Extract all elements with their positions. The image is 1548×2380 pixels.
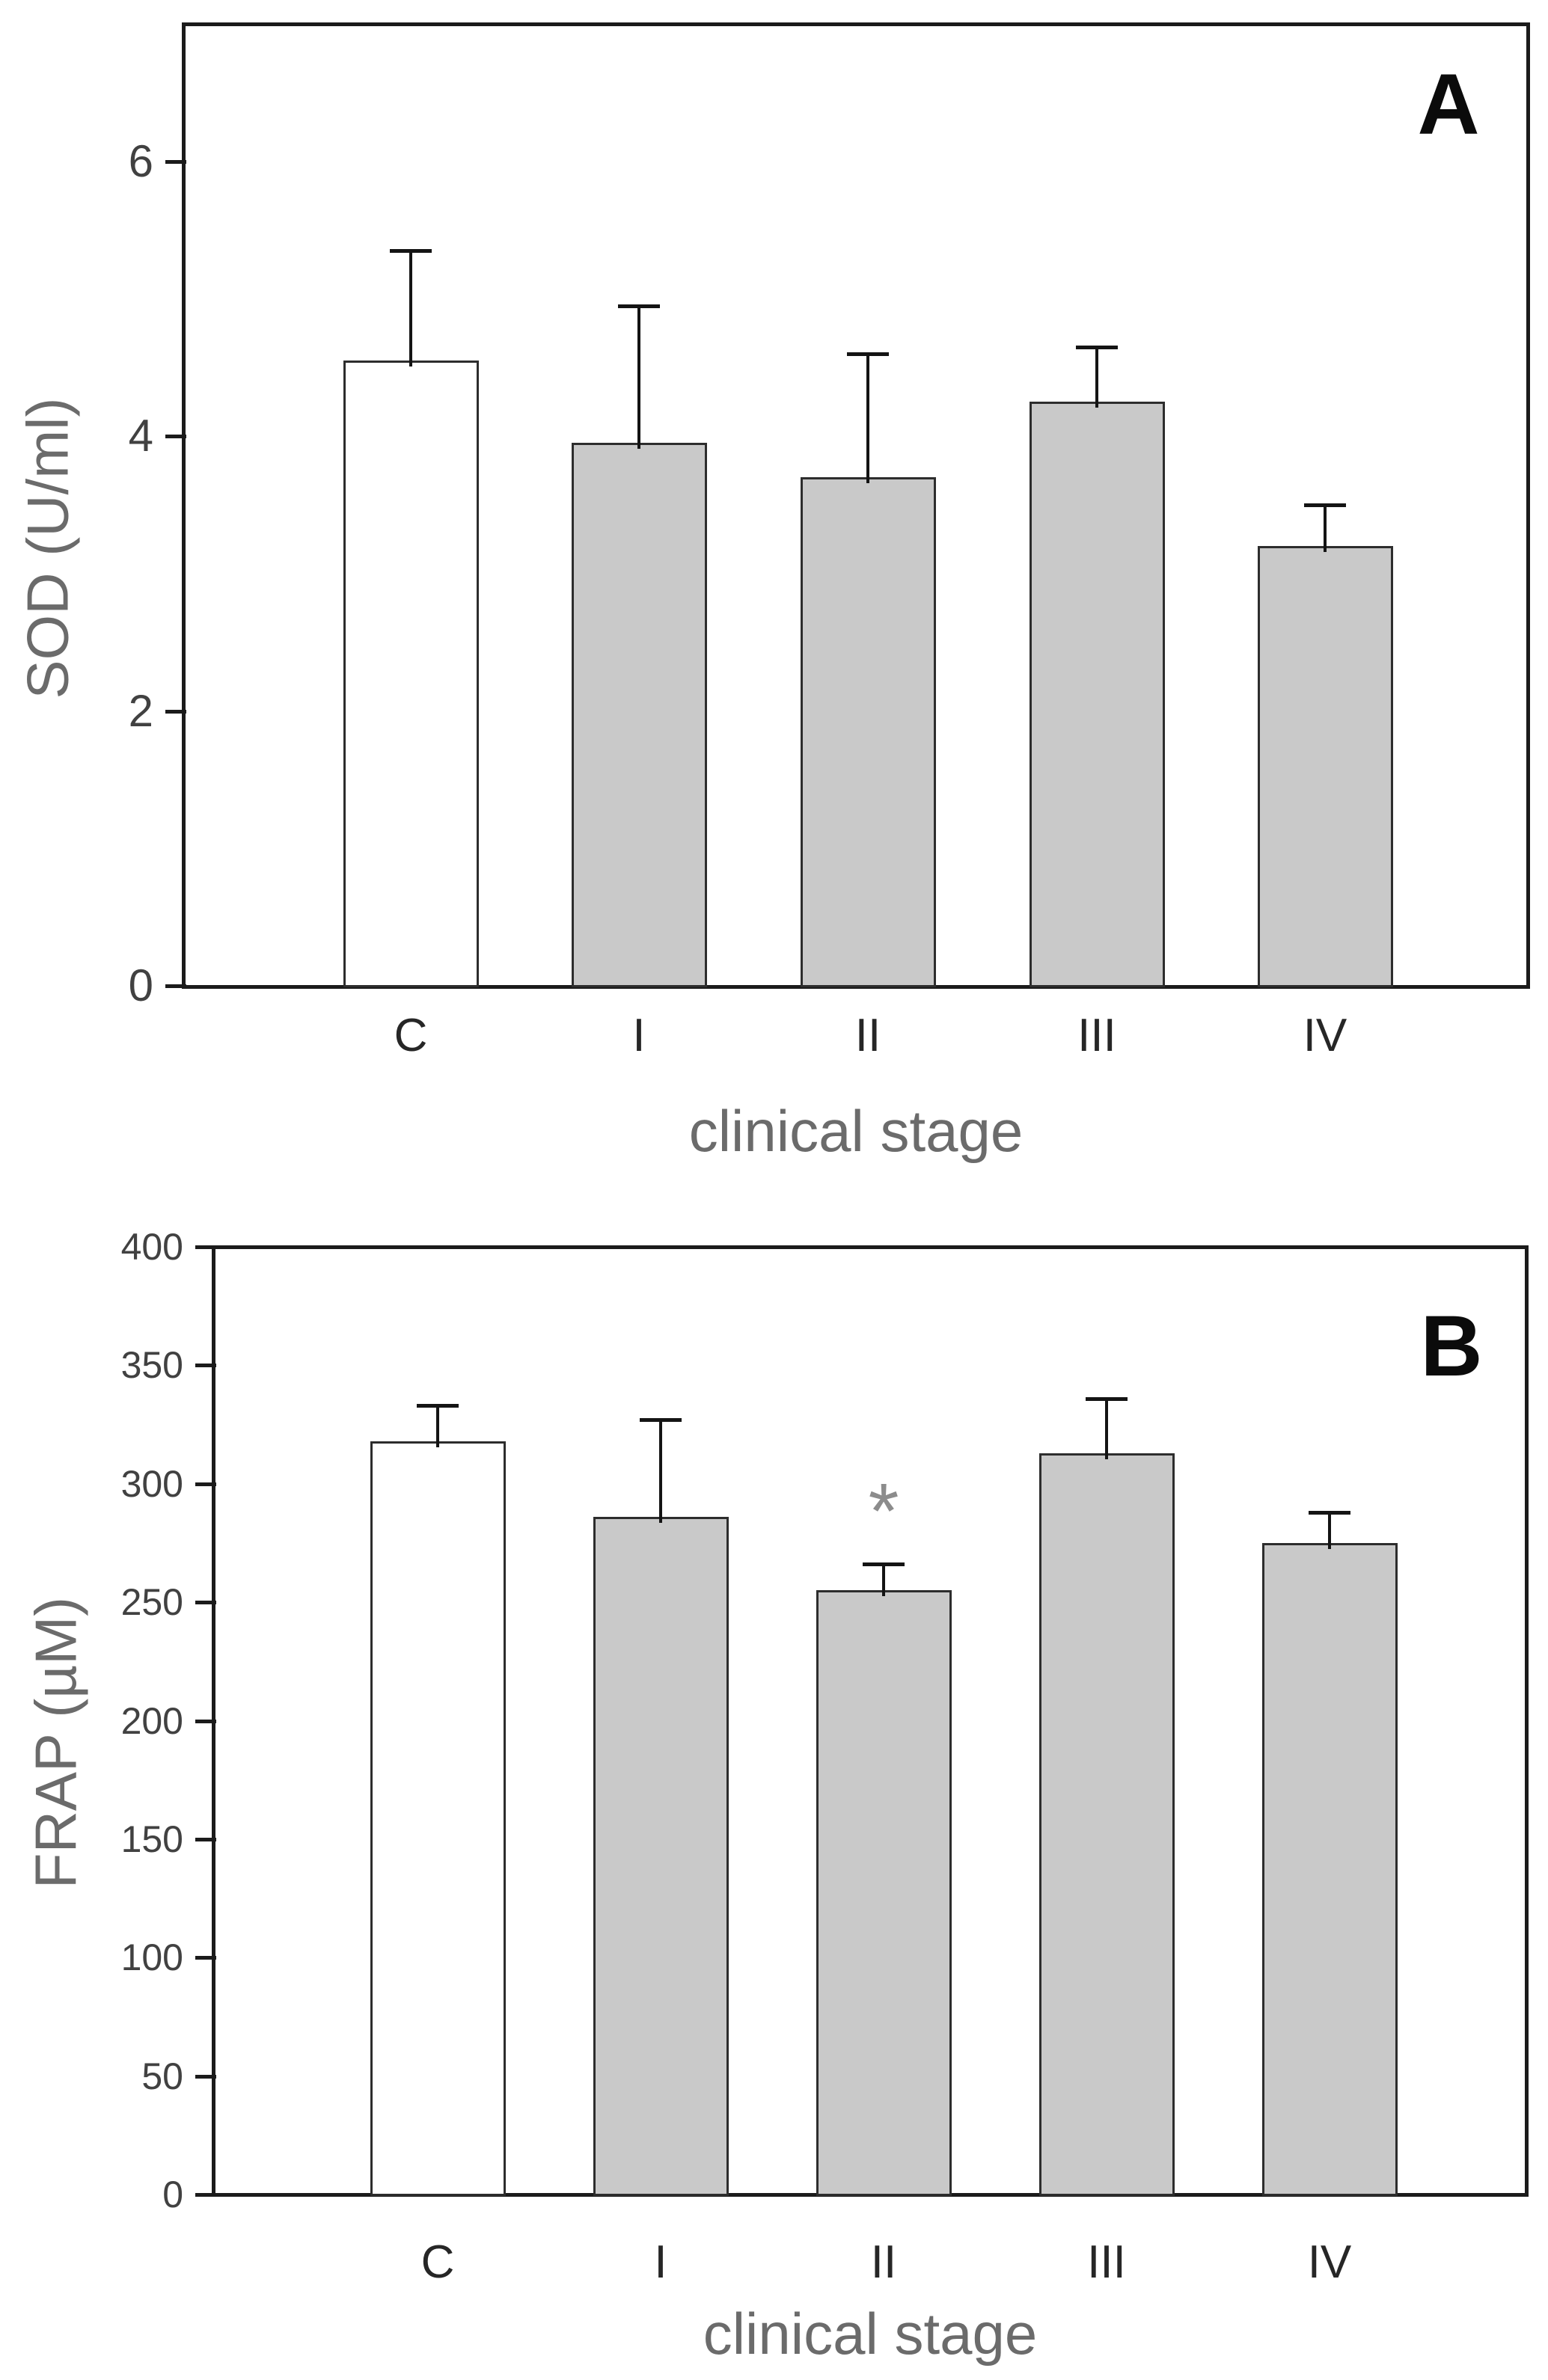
panel-label-a: A [1417,57,1480,153]
error-bar-cap [1309,1510,1350,1515]
x-category-label: C [420,2236,455,2288]
x-category-label: C [394,1010,428,1061]
bar-II [800,477,936,987]
y-axis-tick [195,1719,216,1723]
x-category-label: I [632,1010,646,1061]
x-category-label: II [870,2236,897,2288]
y-axis-tick [195,1837,216,1841]
y-axis-tick-label: 350 [120,1344,183,1387]
error-bar-cap [1076,345,1118,349]
y-axis-tick-label: 50 [141,2055,183,2097]
error-bar-cap [640,1418,682,1423]
x-category-label: I [654,2236,667,2288]
y-axis-tick [165,709,186,714]
y-axis-tick [195,1482,216,1486]
error-bar-stem [1324,505,1327,553]
chart-panel-b: FRAP (µM) clinical stage B 0 50 100 150 200 2… [0,1197,1548,2380]
y-axis-tick [165,984,186,988]
y-axis-tick [195,2193,216,2197]
significance-asterisk: * [868,1467,899,1556]
x-category-label: III [1087,2236,1126,2288]
bar-I [593,1517,729,2196]
error-bar-stem [436,1405,439,1447]
bar-IV [1261,1542,1398,2196]
y-axis-tick-label: 150 [120,1818,183,1860]
error-bar-cap [847,352,889,356]
x-axis-title-b: clinical stage [703,2301,1038,2367]
y-axis-tick-label: 100 [120,1936,183,1979]
y-axis-tick-label: 200 [120,1699,183,1742]
bar-C [343,361,479,987]
y-axis-tick [165,435,186,439]
error-bar-stem [659,1420,662,1524]
bar-C [370,1441,506,2196]
chart-panel-a: SOD (U/ml) clinical stage A 0 2 4 6 C I II III I… [15,22,1530,1164]
y-axis-tick [165,159,186,164]
error-bar-stem [1328,1512,1331,1549]
x-category-label: IV [1307,2236,1352,2288]
bar-II [816,1590,952,2196]
x-category-label: II [854,1010,881,1061]
error-bar-cap [1304,503,1346,507]
y-axis-tick-label: 6 [128,135,153,186]
panel-label-b: B [1420,1298,1483,1394]
error-bar-cap [863,1562,905,1567]
bar-I [571,443,707,987]
y-axis-tick-label: 0 [128,960,153,1010]
y-axis-tick-label: 2 [128,685,153,736]
error-bar-stem [1105,1398,1108,1459]
y-axis-tick-label: 0 [162,2174,183,2215]
y-axis-tick-label: 250 [120,1581,183,1624]
error-bar-cap [417,1404,459,1408]
y-axis-tick [195,1245,216,1249]
error-bar-stem [637,305,640,450]
bar-IV [1257,546,1393,987]
y-axis-tick [195,1364,216,1368]
y-axis-tick [195,1601,216,1605]
y-axis-tick-label: 400 [120,1226,183,1268]
error-bar-stem [1095,346,1098,408]
y-axis-tick [195,2074,216,2079]
error-bar-stem [409,251,412,367]
y-axis-tick-label: 300 [120,1462,183,1505]
error-bar-stem [866,353,869,484]
y-axis-tick [195,1956,216,1960]
x-axis-title-a: clinical stage [688,1098,1024,1164]
error-bar-stem [882,1564,885,1597]
bar-III [1029,402,1165,987]
error-bar-cap [1086,1396,1128,1401]
x-category-label: IV [1303,1010,1347,1061]
error-bar-cap [390,249,432,254]
bar-III [1038,1453,1175,2196]
error-bar-cap [618,304,660,308]
x-category-label: III [1077,1010,1116,1061]
y-axis-tick-label: 4 [128,411,153,461]
